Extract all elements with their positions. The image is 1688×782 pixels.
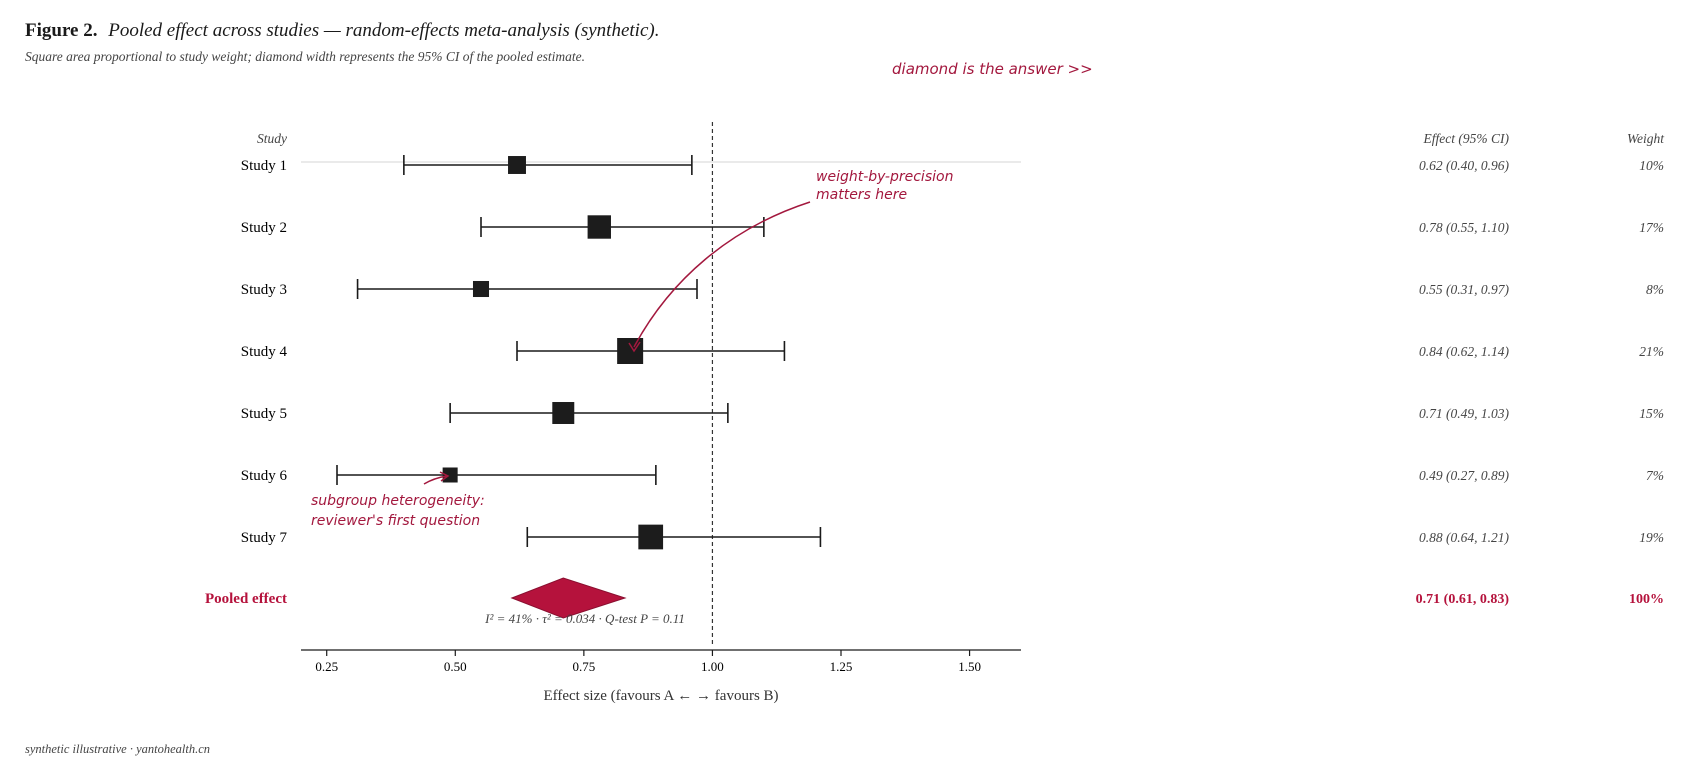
effect-ci-value: 0.49 (0.27, 0.89) [1419, 468, 1509, 483]
x-tick-label: 0.75 [572, 659, 595, 674]
effect-ci-value: 0.88 (0.64, 1.21) [1419, 530, 1509, 545]
x-tick-label: 1.00 [701, 659, 724, 674]
column-header-effect: Effect (95% CI) [1423, 131, 1510, 146]
annotation-weight-line1: weight-by-precision [816, 169, 953, 185]
effect-square [617, 338, 644, 364]
annotation-weight-line2: matters here [816, 187, 907, 203]
column-header-weight: Weight [1627, 131, 1665, 146]
effect-ci-value: 0.78 (0.55, 1.10) [1419, 220, 1509, 235]
study-label: Study 6 [241, 468, 288, 484]
effect-ci-value: 0.84 (0.62, 1.14) [1419, 344, 1509, 359]
study-label: Study 5 [241, 406, 287, 422]
annotation-subgroup-line1: subgroup heterogeneity: [311, 493, 485, 509]
x-tick-label: 1.25 [830, 659, 853, 674]
pooled-effect-value: 0.71 (0.61, 0.83) [1416, 592, 1510, 607]
x-tick-label: 0.25 [315, 659, 338, 674]
figure-label: Figure 2. [25, 20, 98, 41]
figure-title: Figure 2. Pooled effect across studies —… [25, 20, 659, 42]
x-tick-label: 0.50 [444, 659, 467, 674]
effect-ci-value: 0.71 (0.49, 1.03) [1419, 406, 1509, 421]
study-label: Study 1 [241, 158, 287, 174]
pooled-label: Pooled effect [205, 591, 287, 607]
effect-ci-value: 0.55 (0.31, 0.97) [1419, 282, 1509, 297]
effect-square [508, 156, 526, 174]
weight-value: 15% [1639, 406, 1664, 421]
pooled-weight-value: 100% [1629, 592, 1664, 607]
effect-square [442, 467, 458, 483]
study-label: Study 7 [241, 530, 288, 546]
footnote: synthetic illustrative · yantohealth.cn [25, 742, 211, 756]
effect-square [472, 280, 490, 298]
column-header-study: Study [257, 131, 287, 146]
x-tick-label: 1.50 [958, 659, 981, 674]
annotation-subgroup-arrow [423, 475, 448, 485]
study-label: Study 4 [241, 344, 288, 360]
x-axis-label: Effect size (favours A ← → favours B) [543, 688, 778, 704]
study-label: Study 3 [241, 282, 287, 298]
weight-value: 8% [1646, 282, 1664, 297]
effect-square [552, 402, 575, 424]
effect-ci-value: 0.62 (0.40, 0.96) [1419, 158, 1509, 173]
study-label: Study 2 [241, 220, 287, 236]
figure-description: Pooled effect across studies — random-ef… [108, 20, 660, 41]
annotation-weight-arrowhead [628, 341, 641, 353]
effect-square [587, 215, 611, 239]
heterogeneity-stats: I² = 41% · τ² = 0.034 · Q-test P = 0.11 [484, 611, 685, 626]
weight-value: 19% [1639, 530, 1664, 545]
weight-value: 10% [1639, 158, 1664, 173]
annotation-subgroup-arrowhead [439, 471, 450, 482]
pooled-diamond [510, 577, 627, 619]
annotation-top: diamond is the answer >> [892, 60, 1093, 78]
annotation-subgroup-line2: reviewer's first question [311, 513, 480, 529]
annotation-weight-arrow [633, 201, 811, 348]
weight-value: 21% [1639, 344, 1664, 359]
weight-value: 17% [1639, 220, 1664, 235]
weight-value: 7% [1646, 468, 1664, 483]
figure-subtitle: Square area proportional to study weight… [25, 49, 585, 64]
effect-square [638, 524, 664, 550]
